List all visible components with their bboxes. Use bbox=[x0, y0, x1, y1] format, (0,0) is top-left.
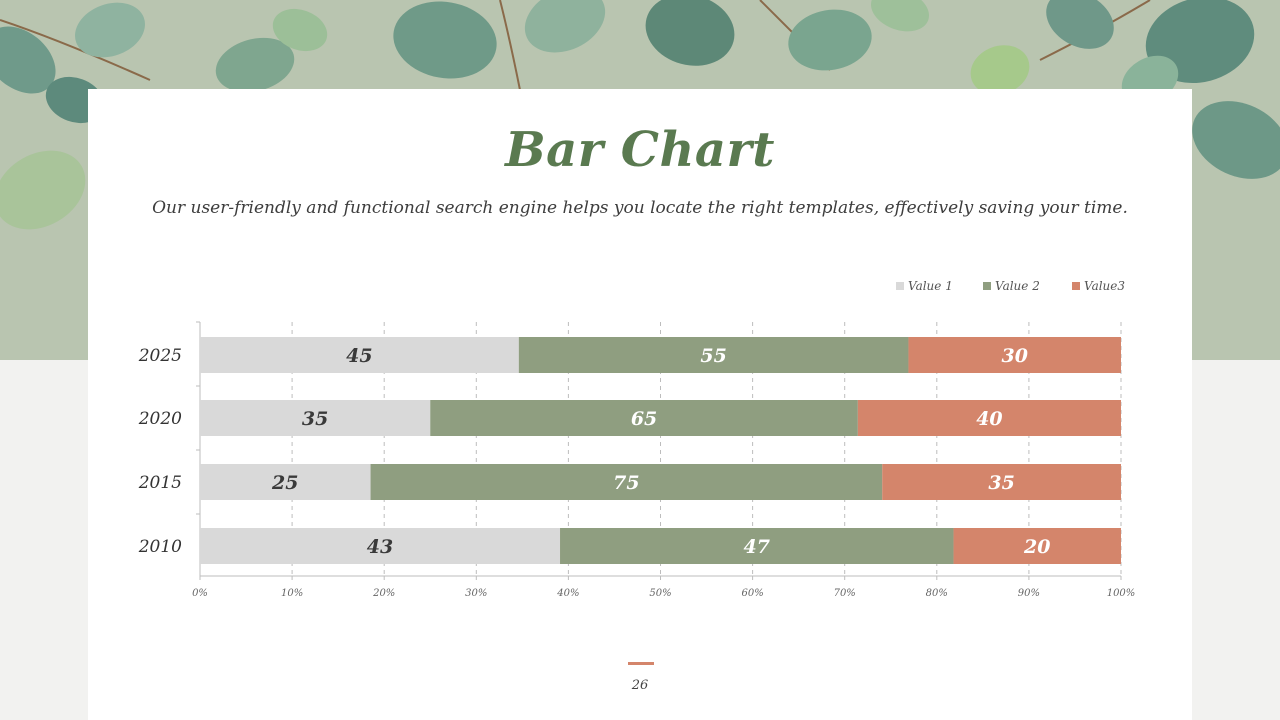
data-label: 47 bbox=[744, 536, 770, 558]
x-tick-label: 0% bbox=[192, 588, 208, 599]
category-label: 2015 bbox=[138, 473, 182, 493]
eucalyptus-leaves-decoration bbox=[0, 0, 1280, 230]
bar-segment bbox=[882, 464, 1121, 500]
bar-segment bbox=[200, 528, 561, 564]
bar-segment bbox=[430, 400, 858, 436]
category-label: 2010 bbox=[138, 537, 182, 557]
data-label: 35 bbox=[988, 472, 1014, 494]
x-tick-label: 20% bbox=[372, 588, 395, 599]
data-label: 45 bbox=[346, 345, 372, 367]
x-tick-label: 10% bbox=[281, 588, 303, 599]
x-tick-label: 90% bbox=[1018, 588, 1040, 599]
legend-swatch-value-1 bbox=[896, 282, 904, 290]
data-label: 20 bbox=[1023, 536, 1050, 558]
data-label: 30 bbox=[1002, 345, 1028, 367]
bar-segment bbox=[908, 337, 1121, 373]
legend-label-value-1: Value 1 bbox=[908, 279, 953, 293]
slide-subtitle: Our user-friendly and functional search … bbox=[152, 198, 1128, 218]
data-label: 43 bbox=[367, 536, 393, 558]
x-tick-label: 70% bbox=[834, 588, 856, 599]
x-tick-label: 40% bbox=[556, 588, 579, 599]
data-label: 25 bbox=[271, 472, 298, 494]
bar-segment bbox=[953, 528, 1121, 564]
x-tick-label: 80% bbox=[926, 588, 948, 599]
x-tick-label: 30% bbox=[465, 588, 487, 599]
legend-swatch-value-3 bbox=[1072, 282, 1080, 290]
x-tick-label: 50% bbox=[649, 588, 671, 599]
slide-title: Bar Chart bbox=[505, 122, 775, 178]
page-number: 26 bbox=[631, 678, 649, 693]
bar-segment bbox=[200, 337, 519, 373]
x-tick-label: 60% bbox=[741, 588, 763, 599]
data-label: 55 bbox=[700, 345, 726, 367]
data-label: 65 bbox=[631, 408, 657, 430]
chart-legend: Value 1 Value 2 Value3 bbox=[896, 279, 1136, 295]
legend-item-value-3: Value3 bbox=[1072, 279, 1125, 293]
legend-label-value-3: Value3 bbox=[1084, 279, 1126, 293]
legend-label-value-2: Value 2 bbox=[995, 279, 1040, 293]
data-label: 35 bbox=[302, 408, 328, 430]
bar-segment bbox=[200, 464, 371, 500]
bar-segment bbox=[370, 464, 883, 500]
category-label: 2020 bbox=[138, 409, 182, 429]
bar-segment bbox=[560, 528, 954, 564]
category-label: 2025 bbox=[138, 346, 182, 366]
bar-segment bbox=[200, 400, 431, 436]
legend-swatch-value-2 bbox=[983, 282, 991, 290]
data-label: 40 bbox=[976, 408, 1002, 430]
bar-segment bbox=[857, 400, 1121, 436]
legend-item-value-2: Value 2 bbox=[983, 279, 1040, 293]
data-label: 75 bbox=[613, 472, 639, 494]
bar-segment bbox=[518, 337, 909, 373]
x-tick-label: 100% bbox=[1107, 588, 1136, 599]
legend-item-value-1: Value 1 bbox=[896, 279, 953, 293]
page-number-accent bbox=[628, 662, 654, 665]
